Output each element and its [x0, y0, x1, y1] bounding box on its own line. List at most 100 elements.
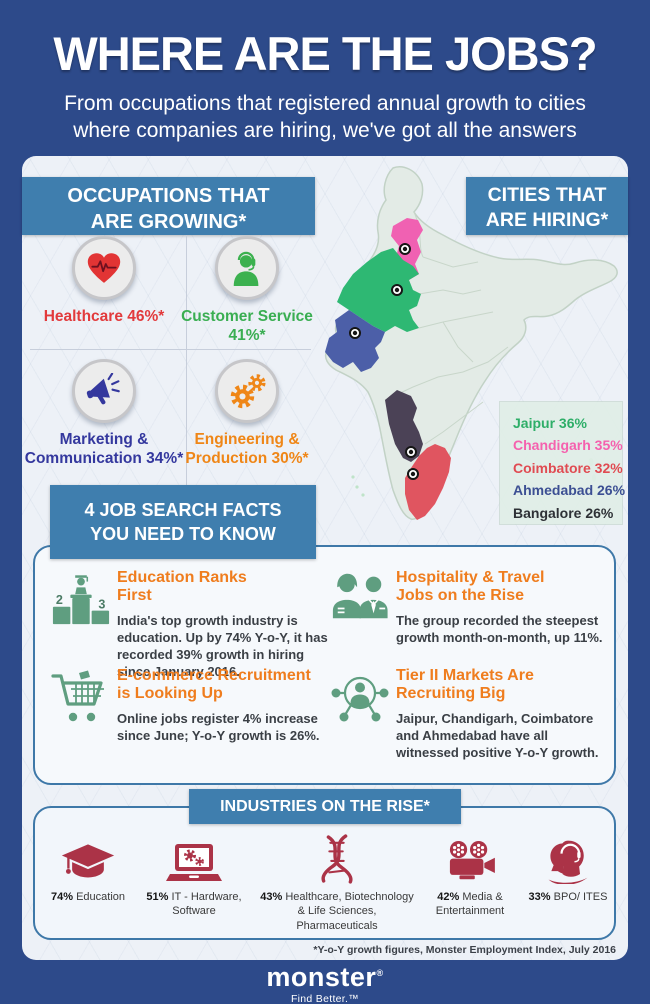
subtitle-line-1: From occupations that registered annual … — [64, 92, 586, 115]
industry-it: 51% IT - Hardware, Software — [142, 832, 246, 919]
fact-education: 2 3 Education Ranks First India's top gr… — [51, 569, 329, 680]
footnote: *Y-o-Y growth figures, Monster Employmen… — [313, 944, 616, 956]
quadrant-divider-horizontal — [30, 349, 311, 350]
industry-label: 74% Education — [40, 890, 136, 904]
india-map — [324, 166, 618, 520]
state-ahmedabad-region — [325, 310, 385, 372]
occupation-engineering: Engineering & Production 30%* — [175, 359, 319, 469]
industry-name: Media & Entertainment — [435, 891, 505, 918]
content-card: OCCUPATIONS THAT ARE GROWING* CITIES THA… — [22, 156, 628, 960]
city-markers — [349, 243, 419, 480]
legend-item-chandigarh: Chandigarh 35% — [513, 437, 623, 454]
industry-label: 33% BPO/ ITES — [520, 890, 616, 904]
fact-title-line2: Jobs on the Rise — [396, 587, 525, 605]
page-title: WHERE ARE THE JOBS? — [53, 27, 597, 80]
fact-hospitality: Hospitality & Travel Jobs on the Rise Th… — [330, 569, 608, 646]
industries-panel: 74% Education — [33, 806, 616, 940]
fact-body: The group recorded the steepest growth m… — [396, 612, 603, 645]
registered-mark: ® — [376, 968, 384, 978]
state-jaipur-region — [337, 248, 421, 332]
city-dot-bangalore — [405, 446, 417, 458]
fact-ecommerce: E-commerce Recruitment is Looking Up Onl… — [51, 667, 329, 744]
graduation-cap-icon — [40, 832, 136, 884]
fact-body: Online jobs register 4% increase since J… — [117, 710, 320, 743]
city-dot-chandigarh — [399, 243, 411, 255]
cities-legend: Jaipur 36% Chandigarh 35% Coimbatore 32%… — [500, 402, 626, 524]
legend-item-jaipur: Jaipur 36% — [513, 415, 587, 431]
industry-pct: 33% — [528, 891, 551, 903]
facts-banner: 4 JOB SEARCH FACTS YOU NEED TO KNOW — [50, 485, 316, 559]
fact-tier2-markets: Tier II Markets Are Recruiting Big Jaipu… — [330, 667, 608, 761]
hospitality-staff-icon — [330, 569, 396, 646]
occupation-label: Engineering & Production 30%* — [185, 431, 309, 468]
industry-label: 43% Healthcare, Biotechnology & Life Sci… — [258, 890, 416, 933]
facts-banner-line1: 4 JOB SEARCH FACTS — [84, 500, 282, 520]
fact-title-line1: E-commerce Recruitment — [117, 667, 311, 684]
laptop-gears-icon — [142, 832, 246, 884]
network-person-icon — [330, 667, 396, 761]
industry-bpo: 33% BPO/ ITES — [520, 832, 616, 904]
cities-banner-line1: CITIES THAT — [487, 184, 607, 206]
state-coimbatore-region — [405, 444, 451, 520]
cities-banner-line2: ARE HIRING* — [485, 209, 609, 232]
fact-title-line2: Recruiting Big — [396, 685, 506, 703]
cities-banner: CITIES THAT ARE HIRING* — [466, 177, 628, 235]
svg-text:3: 3 — [98, 598, 105, 612]
podium-icon: 2 3 — [51, 569, 117, 680]
call-center-heads-icon — [520, 832, 616, 884]
facts-banner-line2: YOU NEED TO KNOW — [90, 524, 276, 545]
fact-body: India's top growth industry is education… — [117, 612, 328, 680]
gears-icon — [215, 359, 279, 423]
industry-pct: 51% — [146, 891, 169, 903]
page-subtitle: From occupations that registered annual … — [0, 90, 650, 145]
legend-item-bangalore: Bangalore 26% — [513, 504, 614, 521]
occupation-label: Healthcare 46%* — [43, 308, 165, 325]
industry-healthcare: 43% Healthcare, Biotechnology & Life Sci… — [258, 832, 416, 933]
city-dot-jaipur — [391, 284, 403, 296]
occupation-label: Marketing & Communication 34%* — [24, 431, 184, 468]
monster-logo: monster® — [0, 964, 650, 991]
fact-title-line2: First — [117, 587, 152, 605]
fact-title: E-commerce Recruitment is Looking Up — [117, 667, 329, 704]
industry-name: Healthcare, Biotechnology & Life Science… — [285, 891, 414, 932]
industry-pct: 43% — [260, 891, 283, 903]
footer: monster® Find Better.™ — [0, 964, 650, 1004]
industries-banner: INDUSTRIES ON THE RISE* — [189, 789, 461, 824]
fact-title-line2: is Looking Up — [117, 685, 223, 703]
subtitle-line-2: where companies are hiring, we've got al… — [73, 119, 577, 143]
industry-name: IT - Hardware, Software — [171, 891, 242, 918]
industry-pct: 74% — [50, 891, 74, 903]
heart-pulse-icon — [72, 236, 136, 300]
legend-item-coimbatore: Coimbatore 32% — [513, 459, 623, 476]
fact-title: Tier II Markets Are Recruiting Big — [396, 667, 608, 704]
megaphone-icon — [72, 359, 136, 423]
industry-label: 51% IT - Hardware, Software — [142, 890, 246, 919]
fact-body: Jaipur, Chandigarh, Coimbatore and Ahmed… — [396, 710, 599, 761]
fact-title-line1: Hospitality & Travel — [396, 569, 545, 586]
quadrant-divider-vertical — [186, 235, 187, 487]
monster-tagline: Find Better.™ — [290, 993, 360, 1004]
film-camera-icon — [422, 832, 518, 884]
industry-education: 74% Education — [40, 832, 136, 904]
occupations-banner: OCCUPATIONS THAT ARE GROWING* — [22, 177, 315, 235]
industry-pct: 42% — [437, 891, 460, 903]
fact-title-line1: Tier II Markets Are — [396, 667, 534, 684]
legend-item-ahmedabad: Ahmedabad 26% — [513, 482, 626, 499]
occupation-customer-service: Customer Service 41%* — [175, 236, 319, 346]
city-dot-coimbatore — [407, 468, 419, 480]
occupation-label: Customer Service 41%* — [181, 308, 313, 345]
industry-media: 42% Media & Entertainment — [422, 832, 518, 919]
industry-label: 42% Media & Entertainment — [422, 890, 518, 919]
shopping-cart-icon — [51, 667, 117, 744]
fact-title-line1: Education Ranks — [117, 569, 247, 586]
dna-icon — [258, 832, 416, 884]
svg-text:2: 2 — [56, 593, 63, 607]
fact-title: Hospitality & Travel Jobs on the Rise — [396, 569, 608, 606]
occupation-marketing: Marketing & Communication 34%* — [22, 359, 186, 469]
occupations-banner-line1: OCCUPATIONS THAT — [67, 185, 270, 207]
occupation-healthcare: Healthcare 46%* — [22, 236, 186, 326]
industry-name: BPO/ ITES — [553, 891, 608, 903]
occupations-banner-line2: ARE GROWING* — [90, 211, 247, 233]
facts-panel: 2 3 Education Ranks First India's top gr… — [33, 545, 616, 785]
